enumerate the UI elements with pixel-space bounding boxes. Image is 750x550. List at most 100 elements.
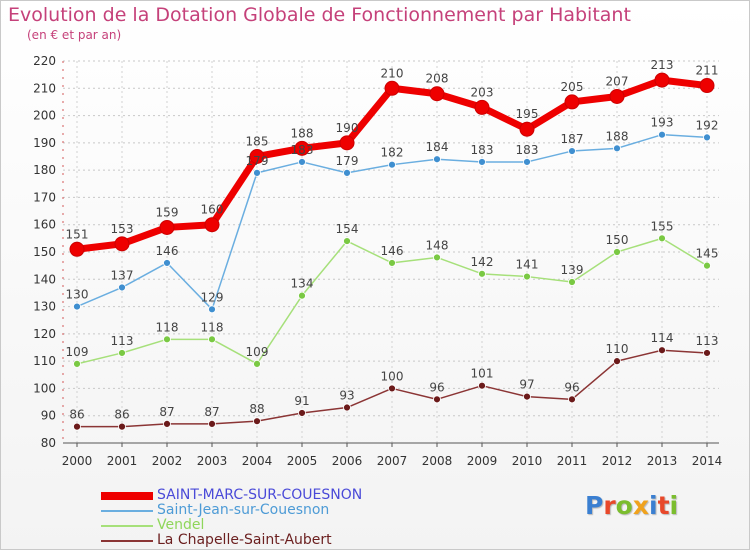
legend-label: Vendel	[157, 517, 205, 533]
series-3-point-2000	[73, 422, 81, 431]
series-2-point-2013	[658, 234, 666, 243]
series-1-label-2004: 179	[246, 154, 269, 168]
series-3-label-2004: 88	[249, 402, 264, 416]
series-3-label-2005: 91	[294, 394, 309, 408]
series-0-label-2006: 190	[336, 121, 359, 135]
series-2-point-2008	[433, 253, 441, 262]
series-0-point-2010	[519, 121, 535, 137]
series-1-label-2005: 183	[291, 143, 314, 157]
series-1-point-2010	[523, 158, 531, 166]
series-3-label-2001: 86	[114, 408, 129, 422]
series-3-label-2000: 86	[69, 408, 84, 422]
series-2-point-2014	[703, 261, 711, 270]
series-0-label-2013: 213	[651, 58, 674, 72]
series-0-point-2004	[249, 149, 265, 164]
series-0-label-2005: 188	[291, 126, 314, 140]
axes: 8090100110120130140150160170180190200210…	[33, 54, 722, 468]
series-3-label-2006: 93	[339, 389, 354, 403]
legend-swatch	[101, 539, 153, 542]
series-2-label-2007: 146	[381, 244, 404, 258]
series-1-label-2009: 183	[471, 143, 494, 157]
y-tick-label-110: 110	[33, 354, 56, 368]
series-1-label-2008: 184	[426, 140, 449, 154]
series-0-label-2010: 195	[516, 107, 539, 121]
series-2-label-2002: 118	[156, 320, 179, 334]
series-0-point-2001	[114, 236, 130, 252]
series-3-label-2012: 110	[606, 342, 629, 356]
series-0-point-2005	[294, 140, 310, 156]
series-2-label-2000: 109	[66, 345, 89, 359]
series-2-point-2001	[118, 349, 126, 357]
series-1-point-2002	[163, 259, 171, 267]
series-2-label-2005: 134	[291, 277, 314, 291]
series-2-point-2002	[163, 335, 171, 344]
series-2-point-2012	[613, 248, 621, 256]
series-0-label-2007: 210	[381, 66, 404, 80]
series-2-label-2010: 141	[516, 258, 539, 272]
series-3-point-2013	[658, 346, 666, 355]
series-1-point-2012	[613, 144, 621, 153]
y-tick-label-170: 170	[33, 190, 56, 204]
series-1-point-2014	[703, 133, 711, 142]
series-3-label-2008: 96	[429, 380, 444, 394]
series-3-label-2003: 87	[204, 405, 219, 419]
series-2-label-2008: 148	[426, 238, 449, 252]
series-3-point-2004	[253, 417, 261, 426]
series-0-point-2002	[159, 219, 175, 235]
proxiti-logo: Proxiti	[585, 491, 679, 520]
series-2-label-2004: 109	[246, 345, 269, 359]
legend-swatch	[101, 509, 153, 512]
series-0-point-2007	[384, 80, 400, 96]
series-3-point-2002	[163, 419, 171, 428]
series-0-label-2003: 160	[201, 203, 224, 217]
series-1-label-2014: 192	[696, 118, 719, 132]
series-2-point-2003	[208, 335, 216, 344]
series-3-point-2001	[118, 422, 126, 431]
x-tick-label-2003: 2003	[197, 454, 228, 468]
series-1-point-2001	[118, 283, 126, 292]
legend-label: La Chapelle-Saint-Aubert	[157, 532, 332, 548]
y-tick-label-100: 100	[33, 381, 56, 395]
series-3-point-2009	[478, 381, 486, 390]
y-tick-label-150: 150	[33, 245, 56, 259]
series-2-label-2006: 154	[336, 222, 359, 236]
x-tick-label-2006: 2006	[332, 454, 363, 468]
chart-subtitle: (en € et par an)	[27, 28, 122, 42]
series-1-label-2003: 129	[201, 290, 224, 304]
series-2-label-2001: 113	[111, 334, 134, 348]
data-labels: 151 153 159 160 185 188 190 210 208 203 195 205 207 2…	[66, 58, 719, 422]
series	[69, 72, 715, 431]
series-2-label-2012: 150	[606, 233, 629, 247]
series-3-label-2002: 87	[159, 405, 174, 419]
y-tick-label-120: 120	[33, 327, 56, 341]
series-2-label-2003: 118	[201, 320, 224, 334]
legend-swatch	[101, 491, 153, 500]
legend-swatch	[101, 524, 153, 527]
series-0-point-2011	[564, 94, 580, 110]
series-1-label-2000: 130	[66, 288, 89, 302]
series-1-point-2006	[343, 168, 351, 177]
x-tick-label-2011: 2011	[557, 454, 588, 468]
series-2-point-2005	[298, 291, 306, 300]
series-0-point-2009	[474, 99, 490, 115]
y-tick-label-90: 90	[41, 409, 56, 423]
series-2-point-2004	[253, 359, 261, 368]
series-1-point-2008	[433, 155, 441, 164]
series-0-label-2002: 159	[156, 205, 179, 219]
series-2-point-2009	[478, 269, 486, 278]
series-3-point-2003	[208, 419, 216, 428]
x-tick-label-2013: 2013	[647, 454, 678, 468]
x-tick-label-2005: 2005	[287, 454, 318, 468]
series-1-point-2003	[208, 305, 216, 314]
series-2-label-2013: 155	[651, 219, 674, 233]
series-3-point-2014	[703, 349, 711, 357]
series-0-point-2013	[654, 72, 670, 88]
series-3-point-2007	[388, 384, 396, 393]
y-tick-label-130: 130	[33, 300, 56, 314]
series-0-label-2004: 185	[246, 135, 269, 149]
x-tick-label-2012: 2012	[602, 454, 633, 468]
series-3-point-2008	[433, 395, 441, 404]
series-0-point-2006	[339, 135, 355, 151]
